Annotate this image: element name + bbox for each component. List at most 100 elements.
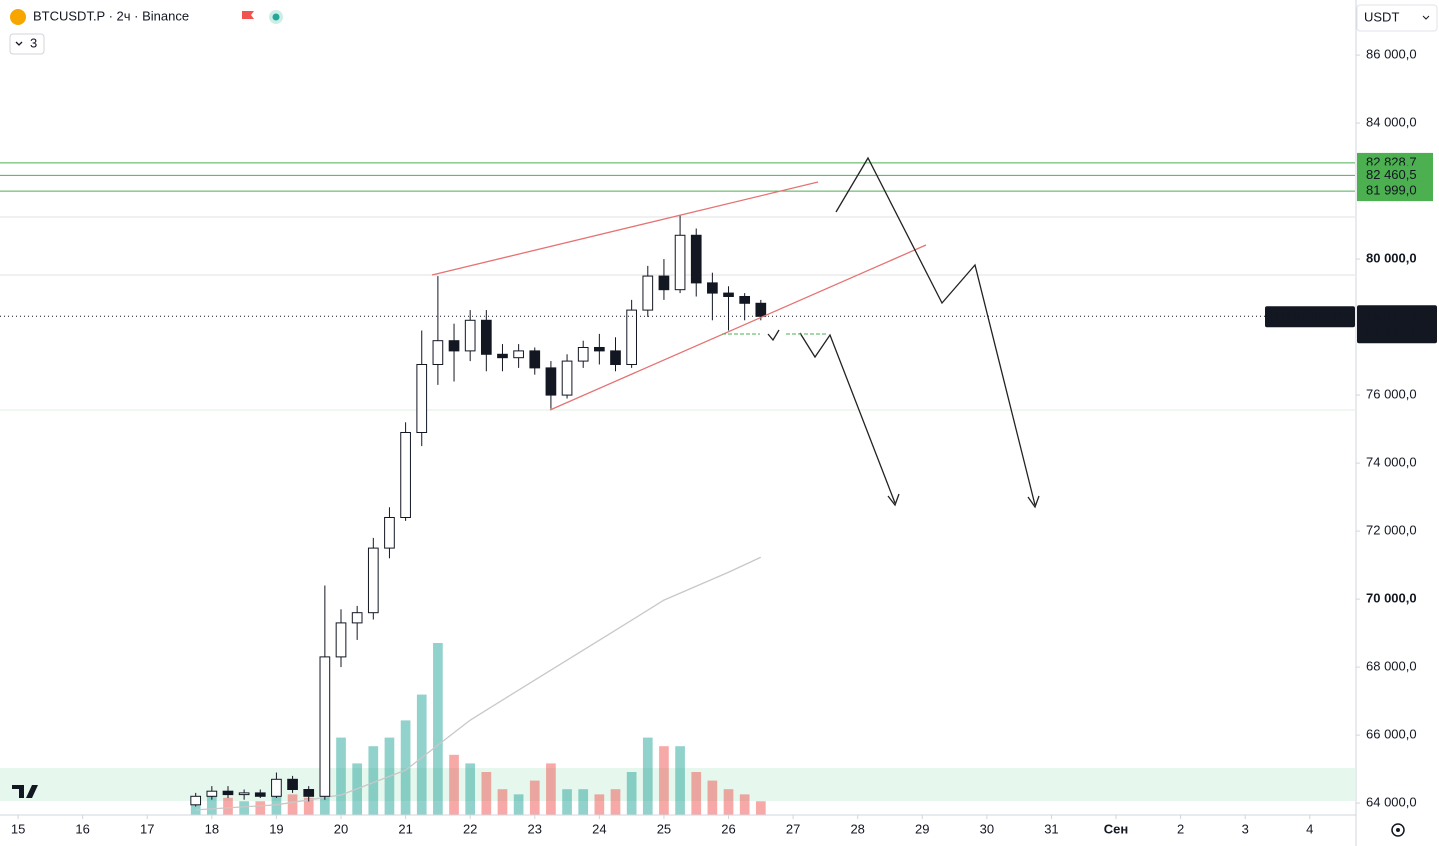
- volume-bar: [223, 797, 233, 815]
- symbol-tag: [1265, 306, 1355, 328]
- candle-body: [464, 319, 476, 352]
- x-tick-label: 30: [980, 821, 994, 836]
- candle-body: [319, 656, 331, 797]
- y-tick-label: 72 000,0: [1366, 523, 1417, 538]
- candle-body: [723, 292, 734, 297]
- candle-body: [594, 346, 605, 352]
- volume-bar: [675, 746, 685, 815]
- candle-body: [400, 431, 411, 518]
- volume-bar: [303, 797, 314, 815]
- volume-bar: [578, 789, 589, 815]
- candle-body: [561, 360, 573, 396]
- indicator-toggle[interactable]: [9, 33, 45, 55]
- volume-bar: [594, 794, 605, 815]
- x-tick-label: 29: [915, 821, 929, 836]
- candle-body: [254, 792, 266, 797]
- volume-bar: [336, 737, 346, 815]
- candle-body: [384, 516, 395, 549]
- x-tick-label: 28: [850, 821, 864, 836]
- candle-body: [674, 234, 686, 291]
- currency-select[interactable]: [1356, 4, 1438, 32]
- volume-bar: [723, 789, 734, 815]
- candle-body: [642, 275, 654, 311]
- x-tick-label: 19: [269, 821, 283, 836]
- volume-bar: [416, 694, 427, 815]
- y-tick-label: 66 000,0: [1366, 727, 1417, 742]
- currency-label: USDT: [1364, 9, 1399, 24]
- x-tick-label: 24: [592, 821, 606, 836]
- volume-bar: [513, 794, 524, 815]
- candle-body: [190, 795, 202, 806]
- x-tick-label: 17: [140, 821, 154, 836]
- candle-body: [287, 778, 298, 790]
- x-tick-label: 31: [1044, 821, 1058, 836]
- last-price-label: 78 317,0: [1366, 308, 1417, 323]
- x-tick-label: 21: [398, 821, 412, 836]
- x-tick-label: 26: [721, 821, 735, 836]
- candle-body: [707, 282, 718, 294]
- exchange-icon: [10, 9, 26, 25]
- logo: [12, 785, 38, 798]
- volume-bar: [465, 763, 476, 815]
- last-price-tag: [1357, 305, 1437, 344]
- level-tag: [1357, 181, 1433, 202]
- countdown: 01:49:51: [1366, 325, 1417, 340]
- candle-body: [480, 319, 492, 355]
- level-tag: [1357, 165, 1433, 186]
- candle-body: [513, 350, 524, 359]
- x-tick-label: 3: [1242, 821, 1249, 836]
- candle-body: [238, 792, 250, 796]
- level-label: 81 999,0: [1366, 183, 1417, 198]
- x-tick-label: 2: [1177, 821, 1184, 836]
- y-tick-label: 86 000,0: [1366, 47, 1417, 62]
- status-dot: [272, 13, 280, 21]
- volume-bar: [546, 763, 556, 815]
- volume-bar: [707, 780, 718, 815]
- arrow-head: [1027, 495, 1040, 509]
- arrow-head: [887, 493, 900, 507]
- candle-body: [206, 790, 218, 797]
- volume-bar: [691, 772, 702, 815]
- chart-title: BTCUSDT.P · 2ч · Binance: [33, 8, 189, 23]
- x-tick-label: 23: [528, 821, 542, 836]
- y-tick-label: 64 000,0: [1366, 795, 1417, 810]
- candle-body: [658, 275, 670, 291]
- volume-bar: [642, 737, 653, 815]
- y-tick-label: 68 000,0: [1366, 659, 1417, 674]
- candle-body: [529, 350, 541, 369]
- volume-bar: [497, 789, 508, 815]
- x-tick-label: 25: [657, 821, 671, 836]
- volume-bar: [529, 780, 540, 815]
- wedge-line: [431, 181, 819, 276]
- y-tick-label: 84 000,0: [1366, 115, 1417, 130]
- candle-body: [448, 340, 460, 352]
- volume-bar: [255, 801, 266, 815]
- candle-body: [367, 547, 379, 614]
- candle-body: [497, 353, 508, 359]
- settings-icon-center: [1396, 828, 1400, 832]
- candle-body: [432, 340, 444, 365]
- x-tick-label: 27: [786, 821, 800, 836]
- volume-bar: [368, 746, 379, 815]
- wedge-line: [549, 244, 927, 411]
- candle-body: [577, 346, 589, 362]
- level-label: 82 460,5: [1366, 167, 1417, 182]
- y-tick-label: 70 000,0: [1366, 591, 1417, 606]
- candle-body: [690, 234, 702, 284]
- y-tick-label: 74 000,0: [1366, 455, 1417, 470]
- settings-icon[interactable]: [1391, 823, 1405, 837]
- candle-body: [739, 295, 751, 304]
- x-tick-label: Сен: [1104, 821, 1128, 836]
- check-mark: [767, 329, 780, 342]
- candle-body: [351, 612, 363, 624]
- plot: [0, 162, 1355, 815]
- volume-bar: [739, 794, 750, 815]
- volume-bar: [449, 754, 459, 815]
- projection-path: [835, 156, 1036, 506]
- x-tick-label: 4: [1306, 821, 1313, 836]
- x-tick-label: 18: [205, 821, 219, 836]
- candle-body: [755, 302, 767, 317]
- x-tick-label: 22: [463, 821, 477, 836]
